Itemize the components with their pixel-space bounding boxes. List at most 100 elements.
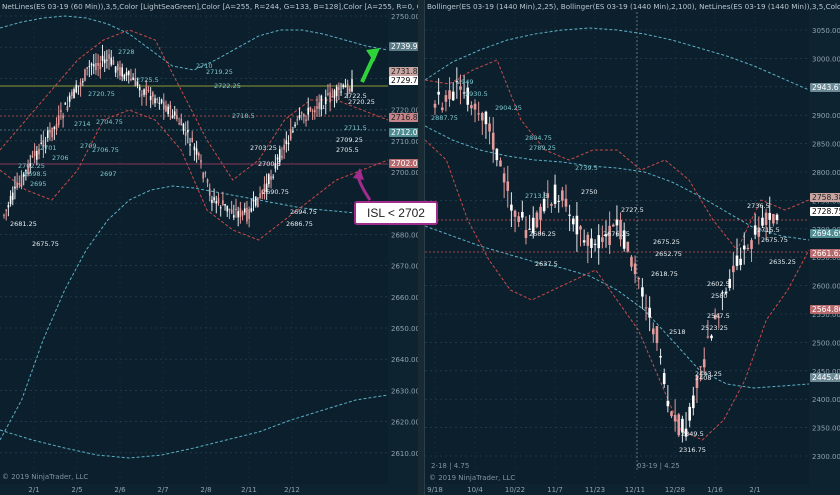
price-annotation: 2728 [118, 48, 135, 56]
price-annotation: 2718.5 [232, 112, 255, 120]
candle-body [681, 418, 684, 433]
candle-body [263, 184, 266, 192]
candle-body [292, 131, 294, 133]
candle-body [728, 278, 732, 288]
candle-body [268, 174, 270, 185]
price-annotation: 2695 [30, 180, 47, 188]
crosshair-date-label: 2-18 | 4.75 [431, 462, 470, 470]
price-annotation: 2722.5 [344, 92, 367, 100]
callout-arrow [356, 175, 372, 201]
candle-body [73, 89, 75, 99]
candle-body [582, 240, 586, 243]
price-annotation: 2698.5 [24, 170, 47, 178]
candle-body [294, 124, 296, 127]
candle-body [601, 237, 604, 243]
candle-body [473, 103, 477, 110]
x-tick-label: 12/11 [625, 486, 645, 494]
candle-body [208, 188, 211, 196]
candle-body [250, 208, 253, 212]
candle-body [215, 201, 218, 204]
candle-body [206, 179, 209, 183]
chart-canvas-1440min[interactable]: 3050.003000.002950.002900.002850.002800.… [425, 0, 840, 495]
candle-body [568, 214, 571, 216]
candle-body [721, 292, 724, 294]
candle-body [147, 89, 150, 91]
candle-body [36, 150, 38, 160]
price-annotation: 2635.25 [769, 258, 796, 266]
candle-body [344, 85, 347, 88]
price-marker: 2694.69 [810, 229, 840, 238]
candle-body [673, 415, 677, 422]
candle-body [470, 105, 473, 109]
y-tick-label: 2620.00 [391, 419, 418, 427]
price-marker: 2729.75 [389, 76, 418, 85]
candle-body [243, 208, 246, 213]
candle-body [112, 60, 115, 65]
candle-body [51, 127, 53, 138]
candle-body [316, 106, 318, 109]
candle-body [648, 307, 651, 318]
candle-body [499, 160, 502, 167]
candle-body [455, 81, 459, 83]
candle-body [768, 212, 772, 220]
candle-body [60, 110, 62, 113]
chart-panel-60min[interactable]: 2750.002740.002730.002720.002710.002700.… [0, 0, 418, 495]
price-annotation: 2675.25 [653, 238, 680, 246]
price-annotation: 2725.5 [136, 76, 159, 84]
candle-body [289, 129, 292, 140]
candle-body [18, 183, 21, 185]
price-annotation: 2720.75 [88, 90, 115, 98]
price-marker: 2943.67 [810, 83, 840, 92]
candle-body [724, 291, 728, 294]
candle-body [77, 85, 80, 87]
candle-body [110, 57, 113, 65]
candle-body [644, 307, 648, 309]
candle-body [699, 366, 702, 368]
candle-body [528, 228, 531, 230]
price-axis [809, 0, 840, 495]
candle-body [75, 84, 78, 93]
candle-body [235, 208, 237, 211]
candle-body [437, 91, 440, 95]
candle-body [114, 66, 117, 73]
candle-body [451, 91, 455, 101]
price-annotation: 2887.75 [431, 114, 458, 122]
candle-body [659, 356, 662, 358]
candle-body [440, 107, 444, 111]
chart-canvas-60min[interactable]: 2750.002740.002730.002720.002710.002700.… [0, 0, 418, 495]
candle-body [742, 245, 746, 250]
chart-panel-1440min[interactable]: 3050.003000.002950.002900.002850.002800.… [424, 0, 840, 495]
time-axis [0, 484, 388, 495]
candle-body [666, 400, 670, 407]
panel-splitter[interactable] [418, 0, 424, 495]
candle-body [459, 86, 462, 90]
price-annotation: 2949 [457, 78, 474, 86]
price-marker: 2728.75 [810, 207, 840, 216]
x-tick-label: 9/18 [427, 486, 443, 494]
price-annotation: 2694.75 [290, 208, 317, 216]
price-annotation: 2709 [80, 142, 97, 150]
candle-body [79, 82, 82, 87]
price-marker: 2716.84 [389, 113, 418, 122]
price-marker: 2564.86 [810, 305, 840, 314]
candle-body [324, 97, 327, 105]
y-tick-label: 2640.00 [391, 356, 418, 364]
candle-body [156, 98, 159, 100]
x-tick-label: 2/11 [241, 486, 257, 494]
candle-body [162, 101, 165, 110]
x-tick-label: 2/1 [28, 486, 39, 494]
candle-body [553, 184, 557, 204]
candle-body [281, 155, 283, 158]
candle-body [757, 227, 761, 237]
candle-body [764, 212, 768, 225]
candle-body [615, 219, 619, 226]
candle-body [171, 115, 174, 119]
candle-body [329, 92, 331, 103]
candle-body [228, 208, 231, 211]
x-tick-label: 2/5 [71, 486, 82, 494]
candle-body [230, 209, 233, 214]
candle-body [477, 113, 480, 115]
candle-body [42, 140, 45, 148]
candle-body [49, 129, 51, 133]
y-tick-label: 2650.00 [391, 325, 418, 333]
